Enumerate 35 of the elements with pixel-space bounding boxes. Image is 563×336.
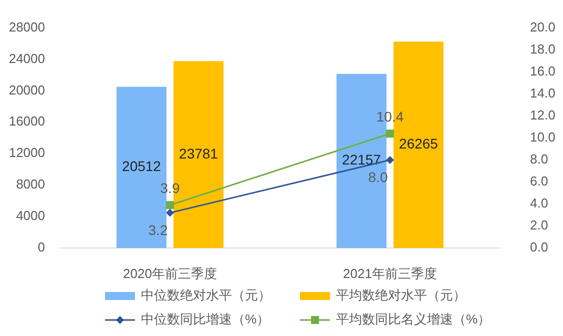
y-tick-label: 16000 [8,114,45,129]
y-tick-label: 4000 [16,208,45,224]
point [386,156,394,164]
data-label: 26265 [399,136,438,152]
point [166,208,174,217]
legend-label: 平均数同比名义增速（%） [336,311,491,326]
data-label: 22157 [342,152,382,168]
data-label: 3.9 [160,180,180,196]
y2-tick-label: 0.0 [530,239,548,254]
y2-tick-label: 6.0 [530,173,548,188]
y-tick-label: 28000 [8,19,45,34]
y2-tick-label: 14.0 [530,85,556,100]
y-tick-label: 0 [38,239,45,254]
data-label: 10.4 [376,108,404,125]
data-label: 20512 [122,158,162,174]
point [386,130,394,138]
y2-tick-label: 8.0 [530,151,548,166]
y2-tick-label: 16.0 [530,63,556,78]
y-tick-label: 8000 [16,176,45,192]
y-tick-label: 12000 [8,145,45,160]
y-tick-label: 24000 [8,50,45,66]
y2-tick-label: 18.0 [530,41,556,56]
y2-tick-label: 2.0 [530,217,548,232]
y2-tick-label: 12.0 [530,107,556,122]
y2-tick-label: 4.0 [530,195,548,210]
data-label: 23781 [179,145,218,162]
point [166,201,174,210]
legend-label: 中位数同比增速（%） [141,311,270,326]
x-tick-label: 2021年前三季度 [343,266,437,281]
legend-label: 平均数绝对水平（元） [336,287,466,302]
x-tick-label: 2020年前三季度 [123,266,217,281]
legend-label: 中位数绝对水平（元） [141,287,271,302]
y2-tick-label: 10.0 [530,129,556,144]
y-tick-label: 20000 [8,82,45,98]
y2-tick-label: 20.0 [530,19,556,34]
